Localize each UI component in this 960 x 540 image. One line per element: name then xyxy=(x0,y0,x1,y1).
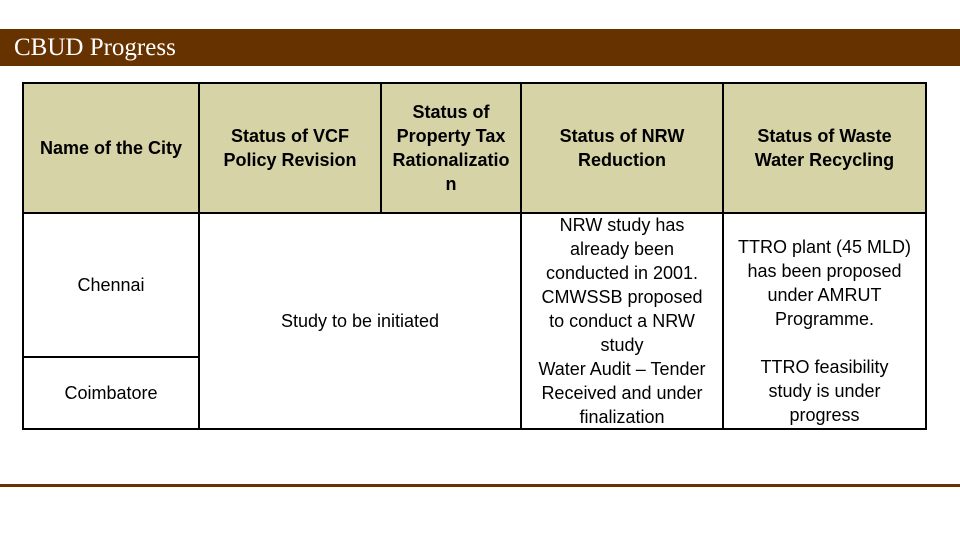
nrw-chennai-line: CMWSSB proposed xyxy=(541,287,703,307)
header-nrw-line1: Status of NRW xyxy=(559,126,685,146)
row-wastewater-cell: TTRO plant (45 MLD) has been proposed un… xyxy=(722,212,927,430)
nrw-chennai-line: conducted in 2001. xyxy=(545,263,699,283)
nrw-coimbatore-line: finalization xyxy=(579,407,665,427)
row-coimbatore-city: Coimbatore xyxy=(22,356,200,430)
header-city: Name of the City xyxy=(22,82,200,214)
header-ww-line1: Status of Waste xyxy=(757,126,892,146)
ww-coimbatore-line: progress xyxy=(789,405,860,425)
header-ptax-line3: Rationalizatio xyxy=(392,150,510,170)
slide-title: CBUD Progress xyxy=(14,34,176,61)
header-wastewater: Status of Waste Water Recycling xyxy=(722,82,927,214)
nrw-chennai-line: to conduct a NRW xyxy=(549,311,695,331)
ww-chennai-line: TTRO plant (45 MLD) xyxy=(737,237,912,257)
header-ww-line2: Water Recycling xyxy=(754,150,895,170)
header-nrw-line2: Reduction xyxy=(578,150,666,170)
nrw-chennai-line: study xyxy=(600,335,644,355)
row-chennai-city: Chennai xyxy=(22,212,200,358)
header-vcf: Status of VCF Policy Revision xyxy=(198,82,382,214)
row-nrw-cell: NRW study has already been conducted in … xyxy=(520,212,724,430)
nrw-chennai-line: already been xyxy=(569,239,675,259)
ww-coimbatore-line: study is under xyxy=(768,381,881,401)
ww-chennai-line: Programme. xyxy=(774,309,875,329)
merged-status-cell: Study to be initiated xyxy=(198,212,522,430)
header-vcf-line1: Status of VCF xyxy=(230,126,349,146)
nrw-coimbatore-line: Received and under xyxy=(541,383,703,403)
nrw-chennai-line: NRW study has xyxy=(559,215,685,235)
footer-divider xyxy=(0,484,960,487)
header-vcf-line2: Policy Revision xyxy=(223,150,357,170)
ww-chennai-line: has been proposed xyxy=(747,261,902,281)
ww-chennai-line: under AMRUT xyxy=(767,285,882,305)
header-ptax-line2: Property Tax xyxy=(396,126,506,146)
nrw-coimbatore-line: Water Audit – Tender xyxy=(538,359,706,379)
header-ptax-line1: Status of xyxy=(412,102,490,122)
header-ptax-line4: n xyxy=(445,174,457,194)
header-property-tax: Status of Property Tax Rationalizatio n xyxy=(380,82,522,214)
title-bar: CBUD Progress xyxy=(0,29,960,66)
ww-coimbatore-line: TTRO feasibility xyxy=(760,357,889,377)
header-nrw: Status of NRW Reduction xyxy=(520,82,724,214)
